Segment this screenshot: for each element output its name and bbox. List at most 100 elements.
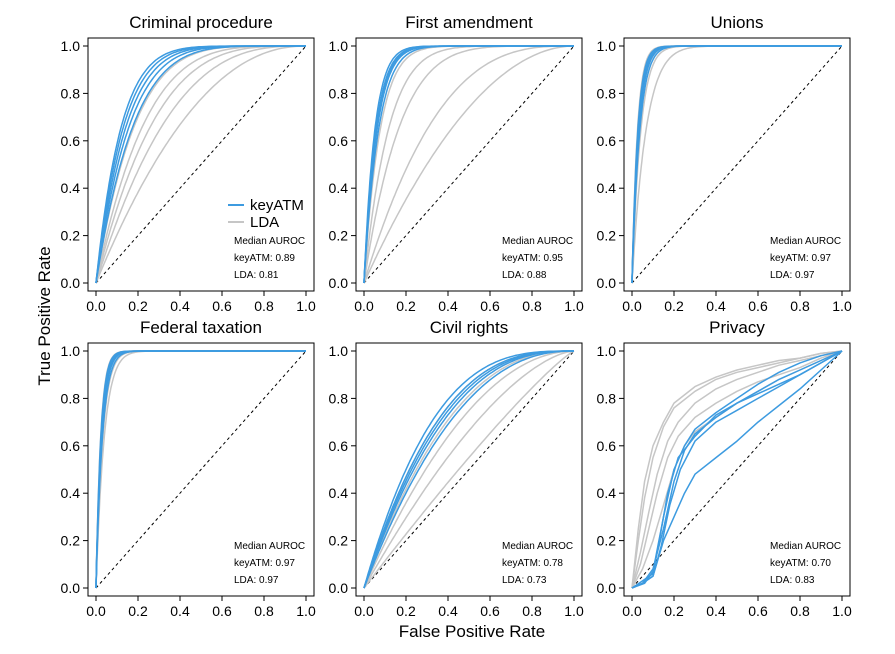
keyatm-curve <box>363 350 574 589</box>
x-axis-title: False Positive Rate <box>399 622 545 641</box>
lda-curve <box>363 45 574 284</box>
lda-curve <box>363 350 575 589</box>
y-tick-label: 0.6 <box>597 438 617 454</box>
x-tick-label: 0.8 <box>790 603 810 619</box>
y-tick-label: 0.6 <box>61 133 81 149</box>
panel-title: Criminal procedure <box>129 13 273 32</box>
legend-label-keyatm: keyATM <box>250 197 304 214</box>
auroc-note-title: Median AUROC <box>770 541 841 552</box>
x-tick-label: 0.2 <box>128 603 148 619</box>
keyatm-curve <box>95 350 306 589</box>
auroc-note-title: Median AUROC <box>770 236 841 247</box>
x-tick-label: 0.6 <box>480 603 500 619</box>
y-tick-label: 0.6 <box>597 133 617 149</box>
y-tick-label: 0.0 <box>597 580 617 596</box>
panel-5: Privacy 0.0 0.0 0.2 0.2 0.4 0.4 0.6 0.6 0.8 0.8 1.0… <box>597 318 852 619</box>
y-tick-label: 0.4 <box>61 485 81 501</box>
keyatm-curve <box>631 350 843 589</box>
auroc-note-title: Median AUROC <box>502 236 573 247</box>
x-tick-label: 0.0 <box>622 298 642 314</box>
keyatm-auroc-note: keyATM: 0.95 <box>502 253 563 264</box>
y-tick-label: 0.2 <box>597 533 617 549</box>
panel-frame <box>623 37 851 292</box>
y-tick-label: 0.4 <box>597 485 617 501</box>
y-tick-label: 0.8 <box>61 85 81 101</box>
x-tick-label: 0.2 <box>396 298 416 314</box>
x-tick-label: 0.8 <box>522 603 542 619</box>
keyatm-auroc-note: keyATM: 0.97 <box>770 253 831 264</box>
x-tick-label: 0.6 <box>748 603 768 619</box>
lda-curve <box>95 45 306 284</box>
legend-label-lda: LDA <box>250 214 279 231</box>
chance-diagonal <box>363 350 575 589</box>
panel-title: Federal taxation <box>140 318 262 337</box>
y-tick-label: 0.0 <box>61 580 81 596</box>
lda-curve <box>363 350 575 589</box>
panel-2: Unions 0.0 0.0 0.2 0.2 0.4 0.4 0.6 0.6 0.8 0.8 1.0 1… <box>597 13 852 314</box>
x-tick-label: 0.0 <box>354 603 374 619</box>
x-tick-label: 0.6 <box>212 603 232 619</box>
keyatm-curve <box>631 350 843 589</box>
y-tick-label: 1.0 <box>329 38 349 54</box>
lda-auroc-note: LDA: 0.97 <box>770 270 815 281</box>
panel-title: Privacy <box>709 318 765 337</box>
y-tick-label: 0.0 <box>61 275 81 291</box>
chance-diagonal <box>95 350 307 589</box>
y-tick-label: 0.2 <box>329 228 349 244</box>
y-tick-label: 1.0 <box>329 343 349 359</box>
keyatm-auroc-note: keyATM: 0.70 <box>770 558 831 569</box>
y-tick-label: 0.6 <box>329 133 349 149</box>
panel-frame <box>623 342 851 597</box>
keyatm-auroc-note: keyATM: 0.78 <box>502 558 563 569</box>
x-tick-label: 0.8 <box>254 298 274 314</box>
x-tick-label: 0.0 <box>622 603 642 619</box>
x-tick-label: 0.0 <box>86 298 106 314</box>
lda-auroc-note: LDA: 0.83 <box>770 575 815 586</box>
lda-curve <box>631 350 843 589</box>
x-tick-label: 1.0 <box>564 298 584 314</box>
y-tick-label: 0.0 <box>329 580 349 596</box>
lda-auroc-note: LDA: 0.88 <box>502 270 547 281</box>
y-tick-label: 0.6 <box>61 438 81 454</box>
y-tick-label: 0.4 <box>597 180 617 196</box>
x-tick-label: 0.2 <box>664 298 684 314</box>
x-tick-label: 0.2 <box>664 603 684 619</box>
y-tick-label: 0.0 <box>597 275 617 291</box>
keyatm-auroc-note: keyATM: 0.89 <box>234 253 295 264</box>
x-tick-label: 1.0 <box>832 298 852 314</box>
panel-title: First amendment <box>405 13 533 32</box>
y-tick-label: 0.8 <box>329 85 349 101</box>
y-tick-label: 0.2 <box>597 228 617 244</box>
lda-curve <box>95 45 306 284</box>
y-tick-label: 1.0 <box>597 38 617 54</box>
x-tick-label: 1.0 <box>296 298 316 314</box>
x-tick-label: 0.4 <box>438 603 458 619</box>
lda-curve <box>363 45 575 284</box>
y-tick-label: 0.0 <box>329 275 349 291</box>
x-tick-label: 0.0 <box>354 298 374 314</box>
x-tick-label: 0.8 <box>790 298 810 314</box>
panel-0: Criminal procedure 0.0 0.0 0.2 0.2 0.4 0.4 0.6 0… <box>61 13 316 314</box>
panel-frame <box>355 342 583 597</box>
y-tick-label: 0.8 <box>597 390 617 406</box>
x-tick-label: 0.8 <box>522 298 542 314</box>
panel-frame <box>87 342 315 597</box>
y-tick-label: 0.4 <box>329 485 349 501</box>
auroc-note-title: Median AUROC <box>502 541 573 552</box>
y-tick-label: 1.0 <box>61 343 81 359</box>
chance-diagonal <box>631 350 843 589</box>
lda-curve <box>95 45 306 284</box>
x-tick-label: 0.4 <box>438 298 458 314</box>
x-tick-label: 0.4 <box>170 603 190 619</box>
panel-3: Federal taxation 0.0 0.0 0.2 0.2 0.4 0.4 0.6 0.6… <box>61 318 316 619</box>
panel-frame <box>87 37 315 292</box>
keyatm-curve <box>363 45 574 284</box>
y-tick-label: 0.2 <box>61 228 81 244</box>
chance-diagonal <box>95 45 307 284</box>
y-tick-label: 0.4 <box>61 180 81 196</box>
y-tick-label: 0.8 <box>61 390 81 406</box>
lda-curve <box>95 45 306 284</box>
y-tick-label: 0.4 <box>329 180 349 196</box>
auroc-note-title: Median AUROC <box>234 541 305 552</box>
y-tick-label: 1.0 <box>597 343 617 359</box>
